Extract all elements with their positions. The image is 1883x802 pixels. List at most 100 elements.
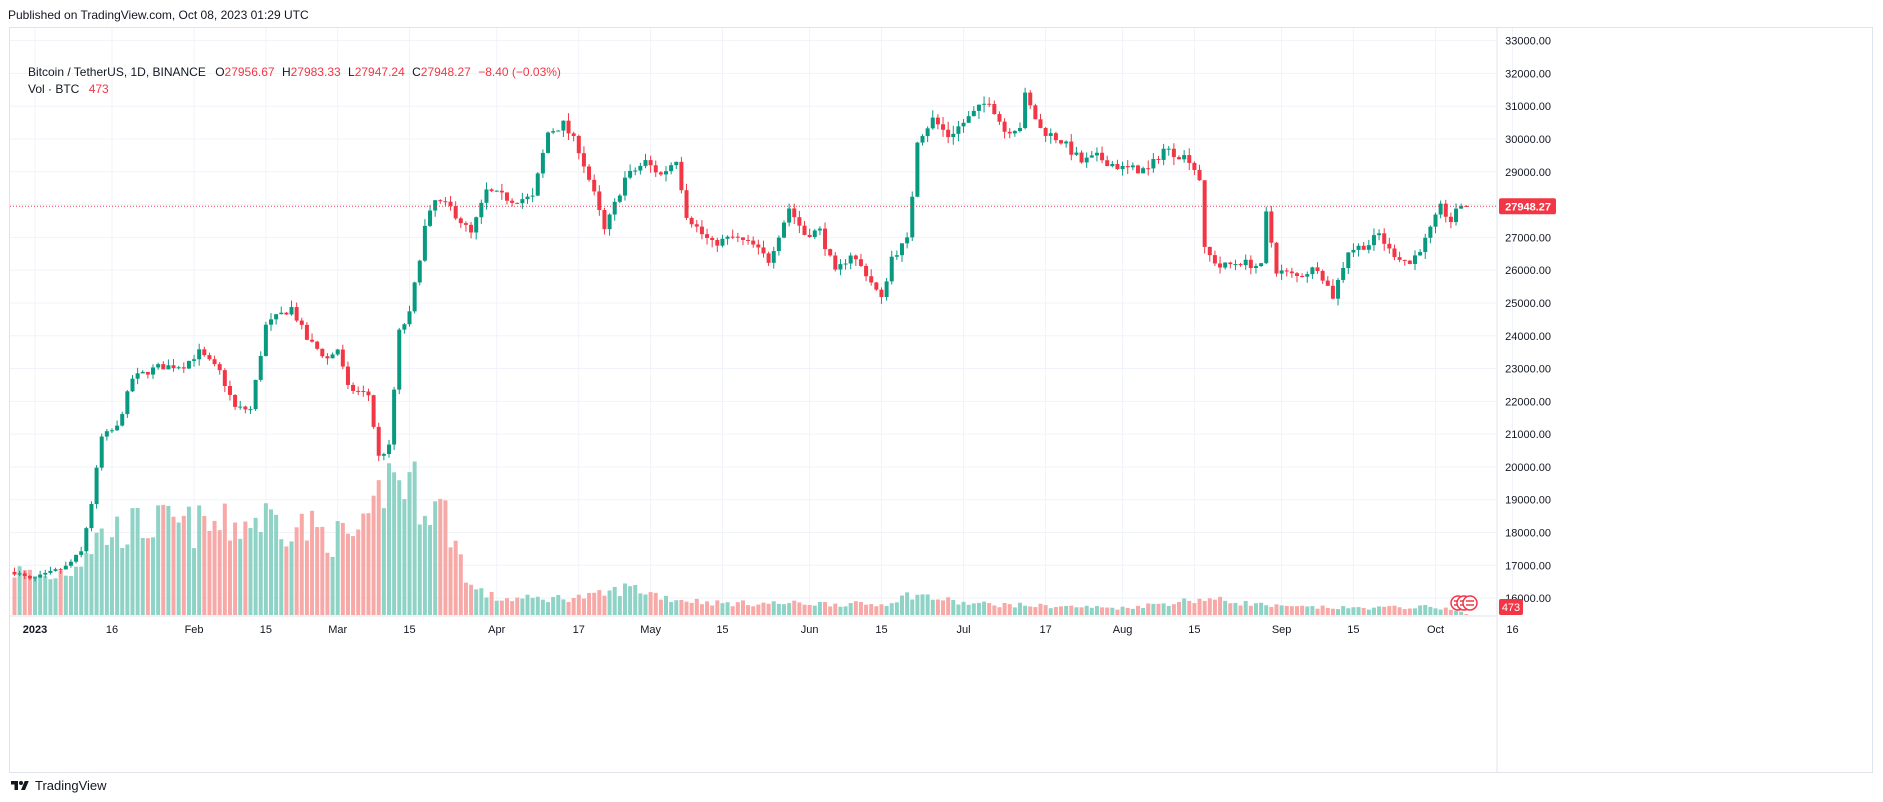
candle-body[interactable] — [771, 251, 776, 263]
candle-body[interactable] — [1064, 141, 1069, 144]
candle-body[interactable] — [746, 239, 751, 241]
candle-body[interactable] — [1105, 160, 1110, 167]
candle-body[interactable] — [222, 370, 227, 386]
candle-body[interactable] — [1002, 121, 1007, 132]
candle-body[interactable] — [79, 551, 84, 555]
candle-body[interactable] — [212, 359, 217, 365]
candle-body[interactable] — [556, 130, 561, 132]
candle-body[interactable] — [910, 196, 915, 238]
candle-body[interactable] — [751, 240, 756, 245]
candle-body[interactable] — [1438, 203, 1443, 215]
candle-body[interactable] — [474, 217, 479, 233]
candle-body[interactable] — [540, 152, 545, 174]
candle-body[interactable] — [422, 225, 427, 261]
candle-body[interactable] — [1228, 262, 1233, 265]
candle-body[interactable] — [510, 200, 515, 203]
candle-body[interactable] — [1433, 214, 1438, 227]
candle-body[interactable] — [68, 561, 73, 566]
candle-body[interactable] — [109, 430, 114, 432]
candle-body[interactable] — [1048, 133, 1053, 136]
candle-body[interactable] — [1197, 169, 1202, 181]
candle-body[interactable] — [905, 237, 910, 244]
candle-body[interactable] — [320, 348, 325, 357]
candle-body[interactable] — [115, 425, 120, 431]
candle-body[interactable] — [417, 260, 422, 283]
candle-body[interactable] — [966, 116, 971, 123]
candle-body[interactable] — [869, 276, 874, 283]
last-volume-tag[interactable] — [1499, 599, 1523, 615]
candle-body[interactable] — [992, 104, 997, 115]
candle-body[interactable] — [1330, 285, 1335, 299]
candle-body[interactable] — [664, 171, 669, 175]
candle-body[interactable] — [1259, 263, 1264, 267]
candle-body[interactable] — [1033, 105, 1038, 120]
candle-body[interactable] — [802, 225, 807, 235]
candle-body[interactable] — [622, 177, 627, 196]
candle-body[interactable] — [202, 349, 207, 356]
candle-body[interactable] — [561, 120, 566, 131]
candle-body[interactable] — [951, 133, 956, 138]
candle-body[interactable] — [1207, 246, 1212, 256]
candle-body[interactable] — [1248, 259, 1253, 268]
candle-body[interactable] — [1300, 275, 1305, 277]
candle-body[interactable] — [1120, 166, 1125, 170]
last-price-tag[interactable] — [1499, 198, 1556, 215]
candle-body[interactable] — [1305, 274, 1310, 277]
candle-body[interactable] — [1464, 206, 1469, 208]
candle-body[interactable] — [22, 573, 27, 576]
candle-body[interactable] — [1325, 280, 1330, 286]
candle-body[interactable] — [38, 574, 43, 578]
candle-body[interactable] — [1366, 245, 1371, 250]
candle-body[interactable] — [1038, 119, 1043, 128]
candle-body[interactable] — [1392, 248, 1397, 258]
candle-body[interactable] — [1187, 155, 1192, 163]
candle-body[interactable] — [535, 173, 540, 196]
candle-body[interactable] — [166, 365, 171, 370]
candle-body[interactable] — [1253, 266, 1258, 268]
candle-body[interactable] — [248, 409, 253, 411]
candle-body[interactable] — [284, 312, 289, 315]
candle-body[interactable] — [43, 572, 48, 575]
candle-body[interactable] — [499, 190, 504, 193]
candle-body[interactable] — [433, 200, 438, 211]
tradingview-logo-icon[interactable] — [9, 779, 31, 793]
candle-body[interactable] — [982, 103, 987, 105]
candle-body[interactable] — [956, 126, 961, 134]
candle-body[interactable] — [1387, 243, 1392, 249]
candle-body[interactable] — [1418, 252, 1423, 256]
candle-body[interactable] — [587, 166, 592, 180]
candle-body[interactable] — [1007, 131, 1012, 134]
candle-body[interactable] — [756, 244, 761, 248]
candle-body[interactable] — [335, 349, 340, 355]
candle-body[interactable] — [915, 142, 920, 197]
candle-body[interactable] — [1295, 273, 1299, 276]
candle-body[interactable] — [1115, 164, 1120, 170]
candle-body[interactable] — [376, 426, 381, 456]
candle-body[interactable] — [1212, 255, 1217, 264]
candle-body[interactable] — [479, 202, 484, 218]
symbol-label[interactable]: Bitcoin / TetherUS, 1D, BINANCE — [28, 65, 206, 79]
candle-body[interactable] — [207, 355, 212, 360]
candle-body[interactable] — [689, 217, 694, 225]
candle-body[interactable] — [1151, 158, 1156, 169]
candle-body[interactable] — [843, 263, 848, 265]
candle-body[interactable] — [1125, 166, 1130, 168]
candle-body[interactable] — [1459, 205, 1464, 209]
candle-body[interactable] — [310, 339, 315, 342]
candle-body[interactable] — [1028, 92, 1033, 106]
candle-body[interactable] — [894, 255, 899, 257]
candle-body[interactable] — [315, 341, 320, 349]
candle-body[interactable] — [515, 202, 520, 204]
candle-body[interactable] — [17, 573, 22, 575]
candle-body[interactable] — [1192, 162, 1197, 170]
candle-body[interactable] — [186, 360, 191, 369]
candle-body[interactable] — [1110, 164, 1115, 167]
candle-body[interactable] — [392, 389, 397, 445]
candle-body[interactable] — [761, 247, 766, 254]
candle-body[interactable] — [658, 172, 663, 175]
candle-body[interactable] — [633, 170, 638, 172]
candle-body[interactable] — [925, 128, 930, 137]
candle-body[interactable] — [997, 114, 1002, 122]
candle-body[interactable] — [458, 218, 463, 224]
candle-body[interactable] — [566, 120, 571, 134]
